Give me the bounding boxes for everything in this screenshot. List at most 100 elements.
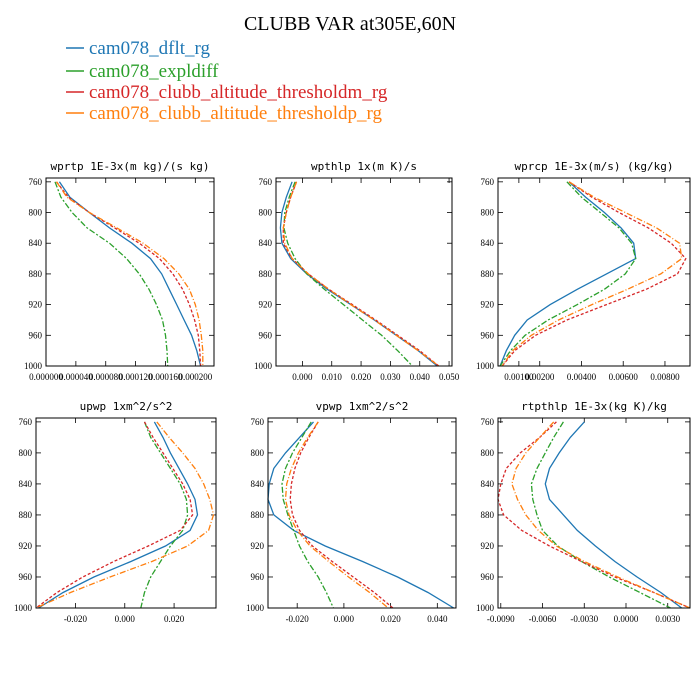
xtick-label: 0.030	[380, 372, 401, 382]
series-line-cam078_expldiff	[499, 181, 637, 367]
series-line-cam078_clubb_altitude_thresholdm_rg	[497, 421, 691, 609]
panel-3: upwp 1xm^2/s^2 760 800 840 880 920 960 1000 -0.0…	[14, 400, 217, 624]
series-line-cam078_clubb_altitude_thresholdp_rg	[55, 181, 204, 366]
ytick-label: 800	[19, 448, 33, 458]
plot-frame	[497, 177, 691, 367]
xtick-label: -0.0090	[487, 614, 515, 624]
ytick-label: 920	[481, 300, 495, 310]
ytick-label: 840	[19, 479, 33, 489]
ytick-label: 840	[481, 479, 495, 489]
series-line-cam078_dflt_rg	[544, 421, 683, 609]
ytick-label: 1000	[246, 603, 265, 613]
series-line-cam078_dflt_rg	[267, 421, 455, 609]
panel-title-0: wprtp 1E-3x(m kg)/(s kg)	[51, 160, 210, 173]
ytick-label: 760	[481, 417, 495, 427]
figure-title: CLUBB VAR at305E,60N	[244, 13, 456, 35]
ytick-label: 920	[251, 541, 265, 551]
series-line-cam078_expldiff	[283, 181, 413, 367]
xtick-label: -0.020	[64, 614, 88, 624]
xtick-label: -0.0030	[570, 614, 598, 624]
ytick-label: 960	[481, 330, 495, 340]
legend-label-3: cam078_clubb_altitude_thresholdp_rg	[89, 103, 383, 124]
xtick-label: 0.00400	[567, 372, 597, 382]
ytick-label: 840	[481, 238, 495, 248]
panel-title-2: wprcp 1E-3x(m/s) (kg/kg)	[515, 160, 674, 173]
panel-title-1: wpthlp 1x(m K)/s	[311, 160, 417, 173]
series-line-cam078_clubb_altitude_thresholdm_rg	[35, 421, 194, 609]
series-line-cam078_clubb_altitude_thresholdp_rg	[511, 421, 691, 609]
series-line-cam078_clubb_altitude_thresholdp_rg	[284, 421, 389, 609]
ytick-label: 880	[29, 269, 43, 279]
ytick-label: 920	[29, 300, 43, 310]
series-line-cam078_expldiff	[54, 181, 169, 367]
xtick-label: 0.010	[322, 372, 343, 382]
xtick-label: 0.000	[334, 614, 355, 624]
ytick-label: 760	[29, 177, 43, 187]
xtick-label: 0.000	[115, 614, 136, 624]
series-line-cam078_dflt_rg	[499, 181, 637, 367]
panel-title-4: vpwp 1xm^2/s^2	[316, 400, 409, 413]
xtick-label: 0.000120	[119, 372, 153, 382]
ytick-label: 960	[251, 572, 265, 582]
series-line-cam078_clubb_altitude_thresholdp_rg	[501, 181, 683, 367]
panel-2: wprcp 1E-3x(m/s) (kg/kg) 760 800 840 880 920 9…	[476, 160, 691, 382]
plot-frame	[45, 177, 215, 367]
plot-frame	[497, 417, 691, 609]
panel-1: wpthlp 1x(m K)/s 760 800 840 880 920 960 1000 0.…	[254, 160, 460, 382]
xtick-label: 0.00200	[525, 372, 555, 382]
ytick-label: 920	[481, 541, 495, 551]
panel-title-5: rtpthlp 1E-3x(kg K)/kg	[521, 400, 667, 413]
xtick-label: 0.00100	[504, 372, 534, 382]
panel-5: rtpthlp 1E-3x(kg K)/kg 760 800 840 880 920 960…	[476, 400, 691, 624]
xtick-label: 0.000080	[89, 372, 123, 382]
ytick-label: 880	[19, 510, 33, 520]
xtick-label: 0.020	[164, 614, 185, 624]
xtick-label: 0.00600	[609, 372, 639, 382]
xtick-label: 0.0030	[655, 614, 680, 624]
ytick-label: 760	[481, 177, 495, 187]
ytick-label: 1000	[24, 361, 43, 371]
ytick-label: 920	[259, 300, 273, 310]
ytick-label: 800	[29, 208, 43, 218]
ytick-label: 800	[259, 208, 273, 218]
ytick-label: 1000	[476, 603, 495, 613]
series-line-cam078_clubb_altitude_thresholdm_rg	[501, 181, 687, 367]
xtick-label: 0.000200	[178, 372, 212, 382]
ytick-label: 960	[481, 572, 495, 582]
ytick-label: 840	[259, 238, 273, 248]
xtick-label: 0.00800	[650, 372, 680, 382]
legend-label-0: cam078_dflt_rg	[89, 38, 211, 59]
xtick-label: 0.000040	[59, 372, 93, 382]
ytick-label: 1000	[14, 603, 33, 613]
ytick-label: 880	[251, 510, 265, 520]
legend-label-1: cam078_expldiff	[89, 61, 219, 82]
plot-frame	[267, 417, 457, 609]
ytick-label: 760	[259, 177, 273, 187]
panels: wprtp 1E-3x(m kg)/(s kg) 760 800 840 880 920 9…	[14, 160, 691, 624]
series-line-cam078_dflt_rg	[38, 421, 199, 609]
ytick-label: 800	[481, 208, 495, 218]
ytick-label: 880	[481, 510, 495, 520]
panel-title-3: upwp 1xm^2/s^2	[80, 400, 173, 413]
series-line-cam078_expldiff	[530, 421, 671, 609]
ytick-label: 840	[29, 238, 43, 248]
plot-frame	[275, 177, 453, 367]
ytick-label: 960	[29, 330, 43, 340]
xtick-label: 0.020	[380, 614, 401, 624]
ytick-label: 960	[19, 572, 33, 582]
xtick-label: 0.040	[427, 614, 448, 624]
xtick-label: 0.0000	[614, 614, 639, 624]
ytick-label: 800	[481, 448, 495, 458]
ytick-label: 800	[251, 448, 265, 458]
ytick-label: 880	[259, 269, 273, 279]
series-line-cam078_clubb_altitude_thresholdm_rg	[282, 181, 440, 367]
ytick-label: 760	[251, 417, 265, 427]
legend-label-2: cam078_clubb_altitude_thresholdm_rg	[89, 82, 388, 103]
series-line-cam078_expldiff	[140, 421, 189, 609]
series-line-cam078_clubb_altitude_thresholdp_rg	[35, 421, 215, 609]
ytick-label: 1000	[476, 361, 495, 371]
ytick-label: 840	[251, 479, 265, 489]
legend: cam078_dflt_rg cam078_expldiff cam078_cl…	[66, 38, 388, 124]
ytick-label: 880	[481, 269, 495, 279]
